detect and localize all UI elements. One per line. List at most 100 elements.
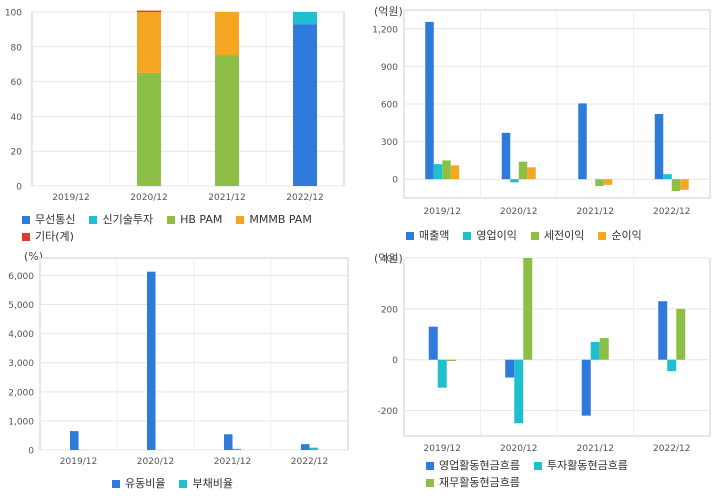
bar-순이익 (450, 165, 460, 180)
bar-신기술투자 (293, 12, 317, 25)
x-tick-label: 2019/12 (424, 207, 461, 217)
bar-유동비율 (147, 271, 156, 450)
bar-영업활동현금흐름 (505, 359, 515, 378)
bar-매출액 (578, 103, 587, 180)
x-tick-label: 2019/12 (52, 193, 89, 203)
bar-투자활동현금흐름 (590, 341, 600, 360)
bar-부채비율 (309, 447, 318, 450)
x-tick-label: 2020/12 (500, 207, 537, 217)
bar-기타(계) (137, 10, 161, 12)
legend-label: 재무활동현금흐름 (439, 476, 520, 489)
bar-재무활동현금흐름 (446, 359, 456, 361)
bar-투자활동현금흐름 (437, 359, 447, 388)
legend-swatch (167, 216, 176, 224)
legend-label: MMMB PAM (249, 213, 312, 226)
bar-순이익 (680, 179, 689, 190)
bar-무선통신 (293, 24, 317, 187)
y-tick-label: 0 (392, 356, 398, 366)
x-tick-label: 2022/12 (653, 444, 690, 454)
legend-label: 매출액 (419, 229, 450, 242)
bar-HB PAM (215, 55, 239, 186)
legend-swatch (179, 480, 188, 488)
legend-item: 기타(계) (22, 229, 74, 245)
y-tick-label: 1,000 (8, 417, 34, 427)
legend-label: 영업활동현금흐름 (439, 459, 520, 472)
income-legend: 매출액 영업이익 세전이익 순이익 (406, 228, 716, 245)
legend-item: 부채비율 (179, 476, 233, 492)
cashflow-chart: -200 0 200 400 2019/12 2020/12 2021/12 2022/12 (378, 255, 711, 454)
ratio-legend: 유동비율 부채비율 (112, 476, 352, 493)
x-tick-label: 2019/12 (424, 444, 461, 454)
bar-세전이익 (518, 161, 528, 180)
legend-swatch (426, 479, 434, 487)
bar-매출액 (501, 132, 511, 180)
bar-MMMB PAM (137, 12, 161, 73)
y-tick-label: 100 (5, 9, 22, 19)
x-tick-label: 2022/12 (286, 193, 323, 203)
bar-재무활동현금흐름 (523, 258, 533, 360)
bar-유동비율 (224, 434, 233, 450)
y-tick-label: 4,000 (8, 330, 34, 340)
y-tick-label: 40 (11, 113, 23, 123)
y-tick-label: 900 (381, 63, 398, 73)
bar-투자활동현금흐름 (667, 359, 677, 372)
x-tick-label: 2020/12 (137, 457, 174, 467)
bar-세전이익 (671, 179, 681, 192)
legend-item: 무선통신 (22, 212, 75, 228)
bar-매출액 (425, 21, 434, 180)
legend-label: 영업이익 (476, 229, 517, 242)
legend-swatch (236, 216, 245, 224)
x-tick-label: 2021/12 (577, 444, 614, 454)
income-unit-label: (억원) (374, 5, 403, 18)
legend-item: 영업활동현금흐름 (426, 458, 520, 474)
ratio-chart-panel: (%) 0 1,000 2,000 3,000 4,000 5,000 6,000 2019/… (0, 248, 360, 496)
legend-swatch (598, 232, 607, 240)
bar-영업이익 (510, 179, 519, 183)
legend-item: 매출액 (406, 228, 449, 244)
legend-item: 순이익 (598, 228, 642, 244)
legend-item: 유동비율 (112, 476, 165, 492)
y-tick-label: 3,000 (8, 359, 34, 369)
income-chart: 0 300 600 900 1,200 2019/12 2020/12 2021/12 2022… (372, 9, 711, 217)
bar-유동비율 (70, 431, 79, 450)
bar-매출액 (654, 114, 664, 180)
y-tick-label: -200 (378, 407, 399, 417)
y-tick-label: 0 (16, 183, 22, 193)
bar-영업이익 (663, 174, 672, 180)
y-tick-label: 5,000 (8, 301, 34, 311)
y-tick-label: 200 (381, 305, 398, 315)
legend-label: 기타(계) (35, 230, 74, 243)
legend-swatch (530, 232, 539, 240)
cashflow-unit-label: (억원) (374, 252, 403, 265)
bar-영업이익 (433, 164, 443, 180)
legend-item: HB PAM (167, 212, 222, 228)
x-tick-label: 2019/12 (60, 457, 97, 467)
legend-label: 유동비율 (125, 477, 166, 490)
y-tick-label: 1,200 (372, 25, 398, 35)
bar-세전이익 (442, 160, 451, 180)
legend-swatch (89, 216, 98, 224)
shareholder-chart-panel: 0 20 40 60 80 100 2019/12 2020/12 2021/12 2022/12… (0, 0, 360, 248)
bar-투자활동현금흐름 (514, 359, 524, 424)
y-tick-label: 60 (11, 78, 23, 88)
ratio-unit-label: (%) (24, 250, 44, 263)
x-tick-label: 2022/12 (291, 457, 328, 467)
bar-재무활동현금흐름 (599, 338, 609, 360)
y-tick-label: 80 (11, 43, 23, 53)
y-tick-label: 400 (381, 255, 398, 265)
x-tick-label: 2021/12 (214, 457, 251, 467)
legend-item: 투자활동현금흐름 (533, 458, 628, 474)
bar-순이익 (603, 179, 613, 185)
x-tick-label: 2022/12 (653, 207, 690, 217)
legend-label: 투자활동현금흐름 (546, 459, 628, 472)
shareholder-chart: 0 20 40 60 80 100 2019/12 2020/12 2021/12 2022/12 (5, 9, 345, 203)
legend-swatch (406, 232, 414, 240)
legend-item: MMMB PAM (236, 212, 312, 228)
cashflow-chart-panel: (억원) -200 0 200 400 2019/12 2020/12 2021/12 202… (360, 248, 720, 496)
legend-item: 신기술투자 (89, 212, 153, 228)
legend-label: 부채비율 (192, 477, 233, 490)
bar-영업활동현금흐름 (581, 359, 591, 416)
y-tick-label: 2,000 (8, 388, 34, 398)
bar-부채비율 (232, 448, 241, 450)
